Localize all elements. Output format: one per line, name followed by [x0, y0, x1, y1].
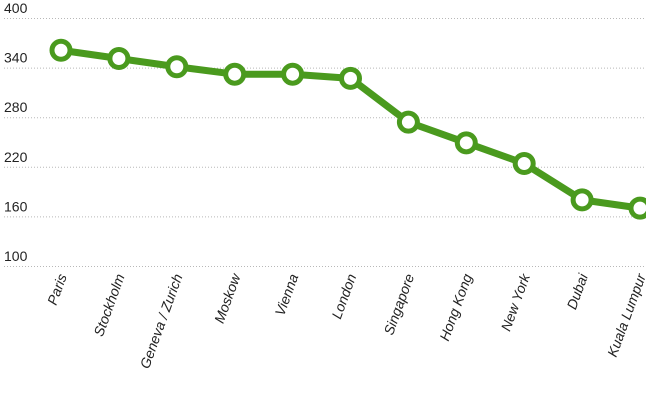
series-markers: [49, 38, 646, 220]
data-point-9: [570, 188, 594, 212]
gridlines: [4, 18, 646, 267]
x-tick-label-2: Geneva / Zurich: [137, 271, 186, 370]
y-tick-label-100: 100: [4, 248, 28, 264]
x-tick-label-5: London: [328, 271, 359, 321]
data-point-4: [281, 62, 305, 86]
data-point-1: [107, 47, 131, 71]
x-tick-label-6: Singapore: [380, 271, 417, 337]
x-tick-label-7: Hong Kong: [436, 271, 475, 343]
x-tick-label-0: Paris: [44, 272, 70, 307]
data-point-2: [165, 55, 189, 79]
y-axis-ticks: 400 340 280 220 160 100: [4, 0, 28, 264]
data-point-6: [396, 110, 420, 134]
data-point-0: [49, 38, 73, 62]
y-tick-label-280: 280: [4, 99, 28, 115]
x-tick-label-10: Kuala Lumpur: [604, 270, 646, 359]
data-point-5: [339, 66, 362, 90]
x-tick-label-9: Dubai: [563, 271, 591, 312]
y-tick-label-400: 400: [4, 0, 28, 16]
data-point-10: [628, 196, 646, 220]
data-point-3: [223, 62, 247, 86]
x-tick-label-3: Moskow: [211, 271, 244, 326]
y-tick-label-220: 220: [4, 149, 28, 165]
x-tick-label-1: Stockholm: [90, 271, 128, 338]
data-point-7: [454, 131, 478, 155]
x-axis-labels: Paris Stockholm Geneva / Zurich Moskow Vienn…: [44, 270, 646, 370]
y-tick-label-160: 160: [4, 198, 28, 214]
data-point-8: [512, 151, 536, 175]
x-tick-label-4: Vienna: [272, 271, 302, 317]
x-tick-label-8: New York: [498, 271, 534, 333]
y-tick-label-340: 340: [4, 50, 28, 66]
